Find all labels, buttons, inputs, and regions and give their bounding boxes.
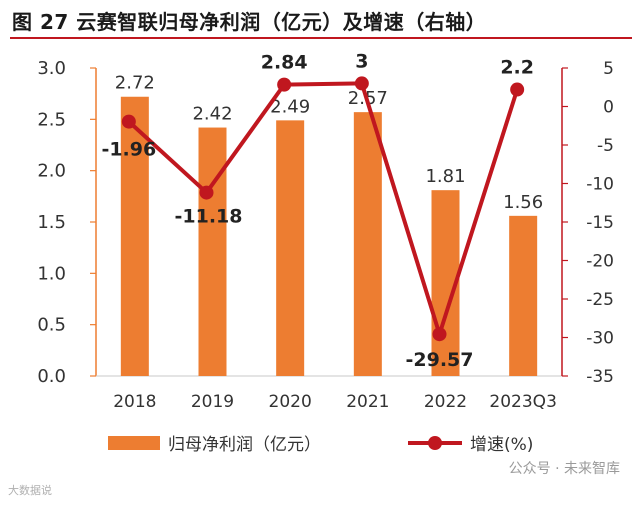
bar [509,215,538,376]
left-tick-label: 1.5 [37,212,66,233]
growth-line [127,81,520,337]
x-tick-label: 2022 [424,392,467,412]
left-tick-label: 2.5 [37,109,66,130]
growth-point [354,76,369,91]
legend-line-marker [428,436,442,450]
right-tick-label: 5 [603,59,614,79]
bar-value-label: 2.42 [192,104,232,125]
growth-point [432,327,447,342]
left-tick-label: 0.5 [37,315,66,336]
bar [198,127,227,377]
growth-value-label: 3 [355,50,368,72]
growth-value-label: 2.84 [261,52,308,74]
watermark: 公众号 · 未来智库 [508,461,620,477]
left-tick-label: 0.0 [37,366,66,387]
chart-title: 图 27 云赛智联归母净利润（亿元）及增速（右轴） [12,10,487,34]
line-data-labels: -1.96 -11.18 2.84 3 -29.57 2.2 [101,50,534,371]
bar [353,112,382,376]
growth-point [277,77,292,92]
bar [276,120,305,376]
bar-series [120,96,538,377]
x-tick-label: 2021 [346,392,389,412]
left-tick-label: 3.0 [37,58,66,79]
x-tick-label: 2023Q3 [489,392,556,412]
growth-value-label: -29.57 [406,349,474,371]
right-tick-label: -5 [597,136,614,156]
right-tick-label: -15 [586,213,614,233]
right-tick-label: -20 [586,252,614,272]
bar-value-label: 2.49 [270,96,310,117]
right-tick-label: -10 [586,175,614,195]
growth-value-label: -11.18 [175,206,243,228]
right-tick-label: -25 [586,290,614,310]
watermark-corner: 大数据说 [8,484,52,497]
legend-bar-swatch [108,436,160,450]
x-tick-label: 2020 [269,392,312,412]
bar-value-label: 1.81 [425,166,465,187]
legend-line-label: 增速(%) [470,435,533,455]
bar-value-label: 2.72 [115,73,155,94]
growth-point [121,114,136,129]
right-tick-label: -30 [586,329,614,349]
x-axis-labels: 2018 2019 2020 2021 2022 2023Q3 [113,392,557,412]
legend-bar-label: 归母净利润（亿元） [168,435,321,455]
bar-data-labels: 2.722.42 2.49 2.571.811.56 [115,73,543,213]
right-tick-label: 0 [603,98,614,118]
bar [120,96,149,376]
x-tick-label: 2019 [191,392,234,412]
left-tick-label: 1.0 [37,263,66,284]
line-series [121,76,525,342]
growth-value-label: -1.96 [101,139,156,161]
x-tick-label: 2018 [113,392,156,412]
growth-point [510,82,525,97]
left-axis: 0.0 0.5 1.0 1.5 2.0 2.5 3.0 [37,58,562,387]
right-tick-label: -35 [586,367,614,387]
growth-point [199,185,214,200]
title-underline [10,37,632,39]
bar-value-label: 1.56 [503,192,543,213]
legend: 归母净利润（亿元） 增速(%) [108,435,533,455]
growth-value-label: 2.2 [500,57,534,79]
left-tick-label: 2.0 [37,161,66,182]
right-axis: -35 -30 -25 -20 -15 -10 -5 0 5 [561,59,614,387]
